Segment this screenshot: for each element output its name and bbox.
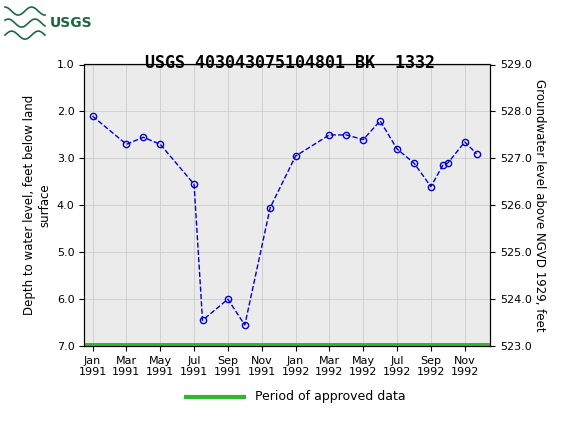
Text: USGS 403043075104801 BK  1332: USGS 403043075104801 BK 1332 <box>145 54 435 72</box>
Y-axis label: Depth to water level, feet below land
surface: Depth to water level, feet below land su… <box>23 95 51 316</box>
Text: USGS: USGS <box>50 16 93 30</box>
FancyBboxPatch shape <box>3 3 103 42</box>
Text: Period of approved data: Period of approved data <box>255 390 406 403</box>
Y-axis label: Groundwater level above NGVD 1929, feet: Groundwater level above NGVD 1929, feet <box>532 79 546 332</box>
